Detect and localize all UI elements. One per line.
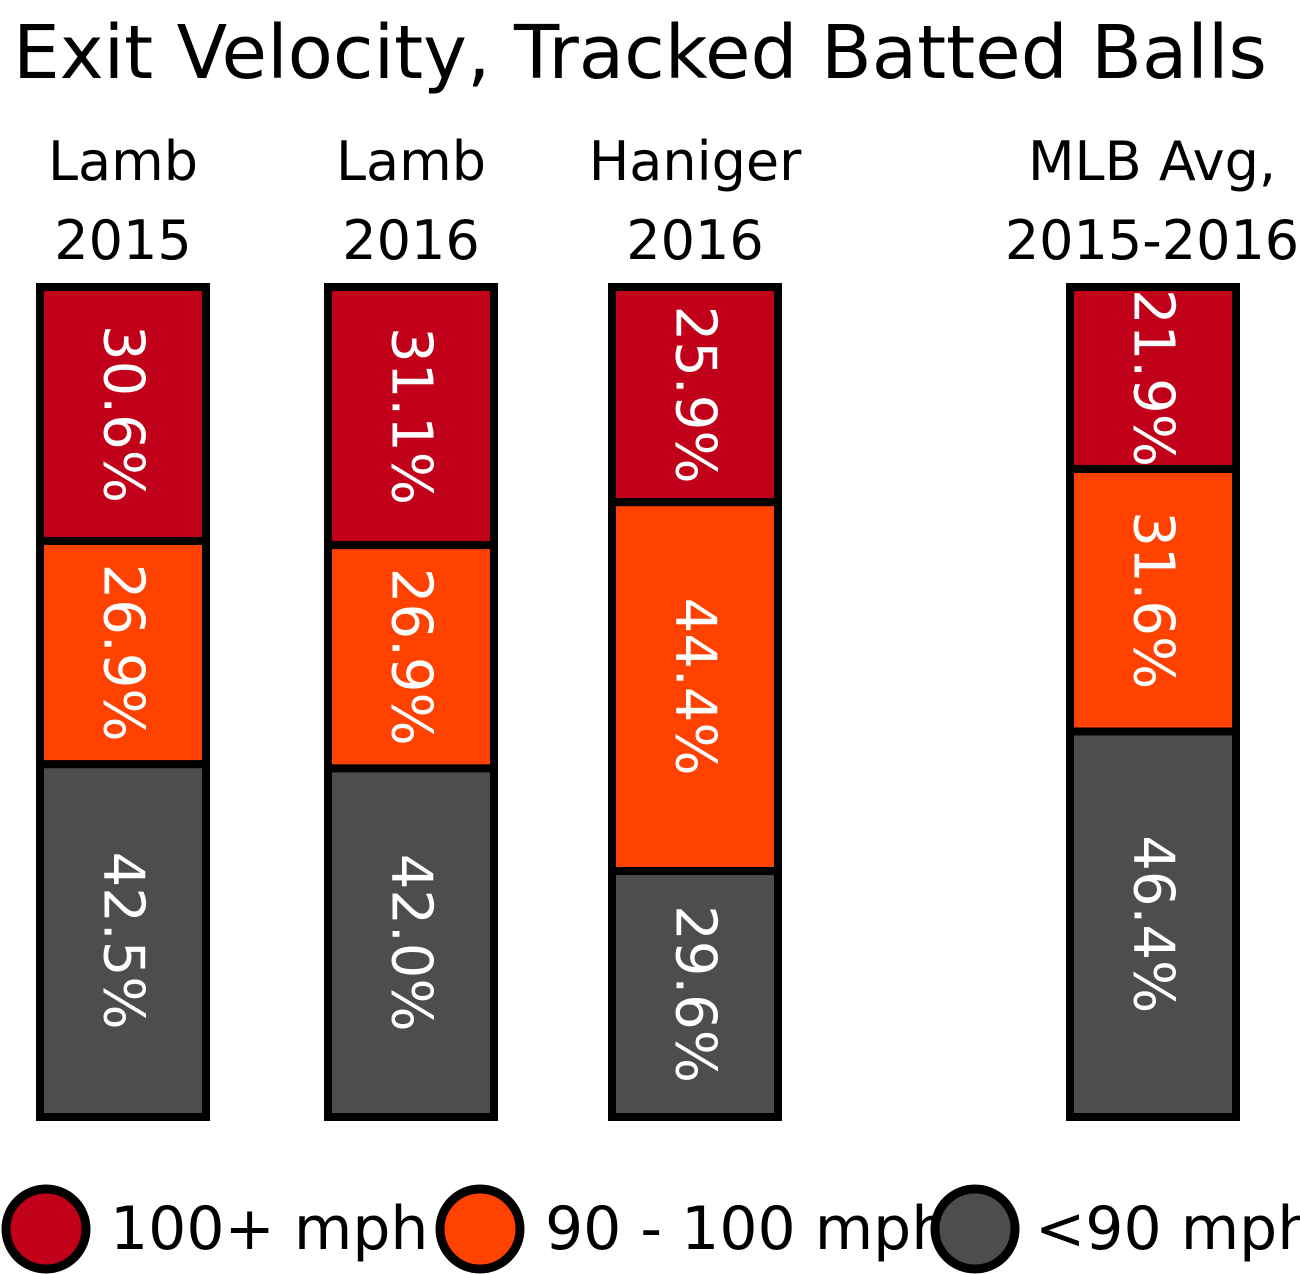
- category-label: 2016: [626, 209, 763, 272]
- data-label: 30.6%: [91, 325, 156, 503]
- legend-swatch: [930, 1184, 1020, 1274]
- chart-title: Exit Velocity, Tracked Batted Balls: [13, 10, 1267, 96]
- bar-segment: [1066, 464, 1240, 736]
- data-label: 25.9%: [663, 306, 728, 484]
- data-label: 31.6%: [1121, 511, 1186, 689]
- legend-swatch: [435, 1184, 525, 1274]
- category-label: 2015: [54, 209, 191, 272]
- category-label: MLB Avg,: [1028, 130, 1276, 193]
- data-label: 44.4%: [663, 598, 728, 776]
- data-label: 21.9%: [1121, 289, 1186, 467]
- bar-segment: [324, 283, 498, 550]
- legend-swatch: [1, 1184, 91, 1274]
- category-label: 2016: [342, 209, 479, 272]
- category-label: Haniger: [589, 130, 802, 193]
- legend-label: 90 - 100 mph: [545, 1194, 949, 1264]
- data-label: 29.6%: [662, 905, 727, 1083]
- data-label: 31.1%: [379, 327, 444, 505]
- category-label: Lamb: [48, 130, 198, 193]
- data-label: 26.9%: [379, 568, 444, 746]
- bar-segment: [1066, 283, 1240, 473]
- bar-segment: [608, 867, 782, 1122]
- bar-segment: [1066, 727, 1240, 1121]
- bar-segment: [608, 498, 782, 876]
- bar-segment: [324, 764, 498, 1122]
- category-labels: Lamb 2015 Lamb 2016 Haniger 2016 MLB Avg, 2015-…: [48, 130, 1299, 272]
- bar-segment: [36, 760, 210, 1121]
- category-label: 2015-2016: [1005, 209, 1299, 272]
- legend-label: <90 mph: [1035, 1194, 1300, 1264]
- data-label: 46.4%: [1121, 835, 1186, 1013]
- data-label: 42.5%: [91, 852, 156, 1030]
- data-label: 42.0%: [379, 854, 444, 1032]
- legend: 100+ mph 90 - 100 mph <90 mph: [1, 1184, 1300, 1274]
- legend-label: 100+ mph: [110, 1194, 428, 1264]
- stacked-bars: 30.6% 26.9% 42.5% 31.1% 26.9% 42.0% 25.9% 44.4%…: [36, 283, 1240, 1122]
- category-label: Lamb: [336, 130, 486, 193]
- data-label: 26.9%: [91, 564, 156, 742]
